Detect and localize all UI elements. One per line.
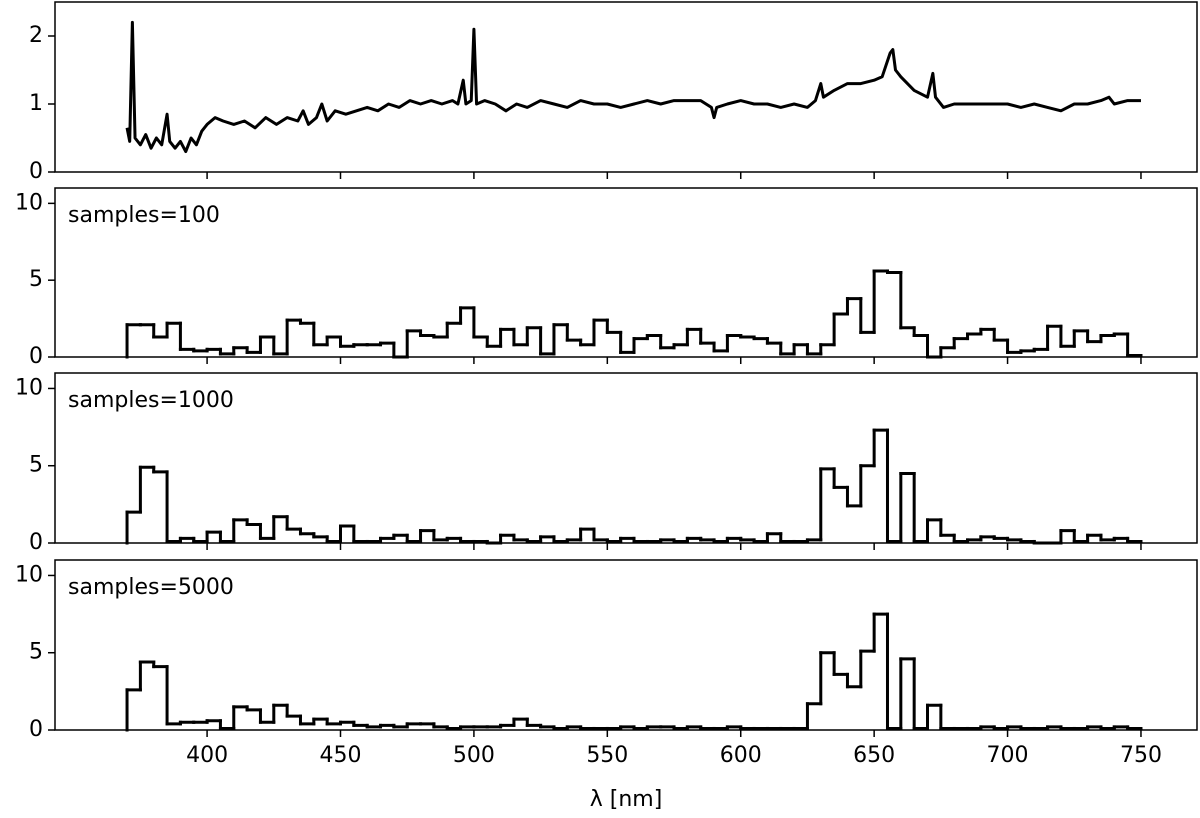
x-axis-label: λ [nm] (590, 787, 663, 812)
plot-frame (54, 187, 1198, 358)
x-tick-label: 700 (987, 743, 1029, 768)
plot-frame (54, 372, 1198, 544)
y-tick-label: 0 (29, 717, 43, 742)
x-tick-label: 550 (586, 743, 628, 768)
y-tick-label: 5 (29, 453, 43, 478)
y-tick-label: 1 (29, 91, 43, 116)
x-tick-label: 450 (320, 743, 362, 768)
plot-frame (54, 1, 1198, 173)
y-tick-label: 5 (29, 640, 43, 665)
y-tick-label: 2 (29, 23, 43, 48)
y-tick-label: 10 (15, 375, 43, 400)
y-tick-label: 10 (15, 562, 43, 587)
y-tick-label: 10 (15, 190, 43, 215)
plot-frame (54, 559, 1198, 731)
y-tick-label: 0 (29, 159, 43, 184)
x-tick-label: 400 (186, 743, 228, 768)
annotation: samples=1000 (68, 388, 234, 413)
x-tick-label: 500 (453, 743, 495, 768)
annotation: samples=5000 (68, 575, 234, 600)
x-tick-label: 600 (720, 743, 762, 768)
annotation: samples=100 (68, 203, 220, 228)
spectrum-line (125, 20, 1141, 154)
x-tick-label: 750 (1120, 743, 1162, 768)
y-tick-label: 0 (29, 530, 43, 555)
y-tick-label: 0 (29, 344, 43, 369)
y-tick-label: 5 (29, 267, 43, 292)
x-tick-label: 650 (853, 743, 895, 768)
